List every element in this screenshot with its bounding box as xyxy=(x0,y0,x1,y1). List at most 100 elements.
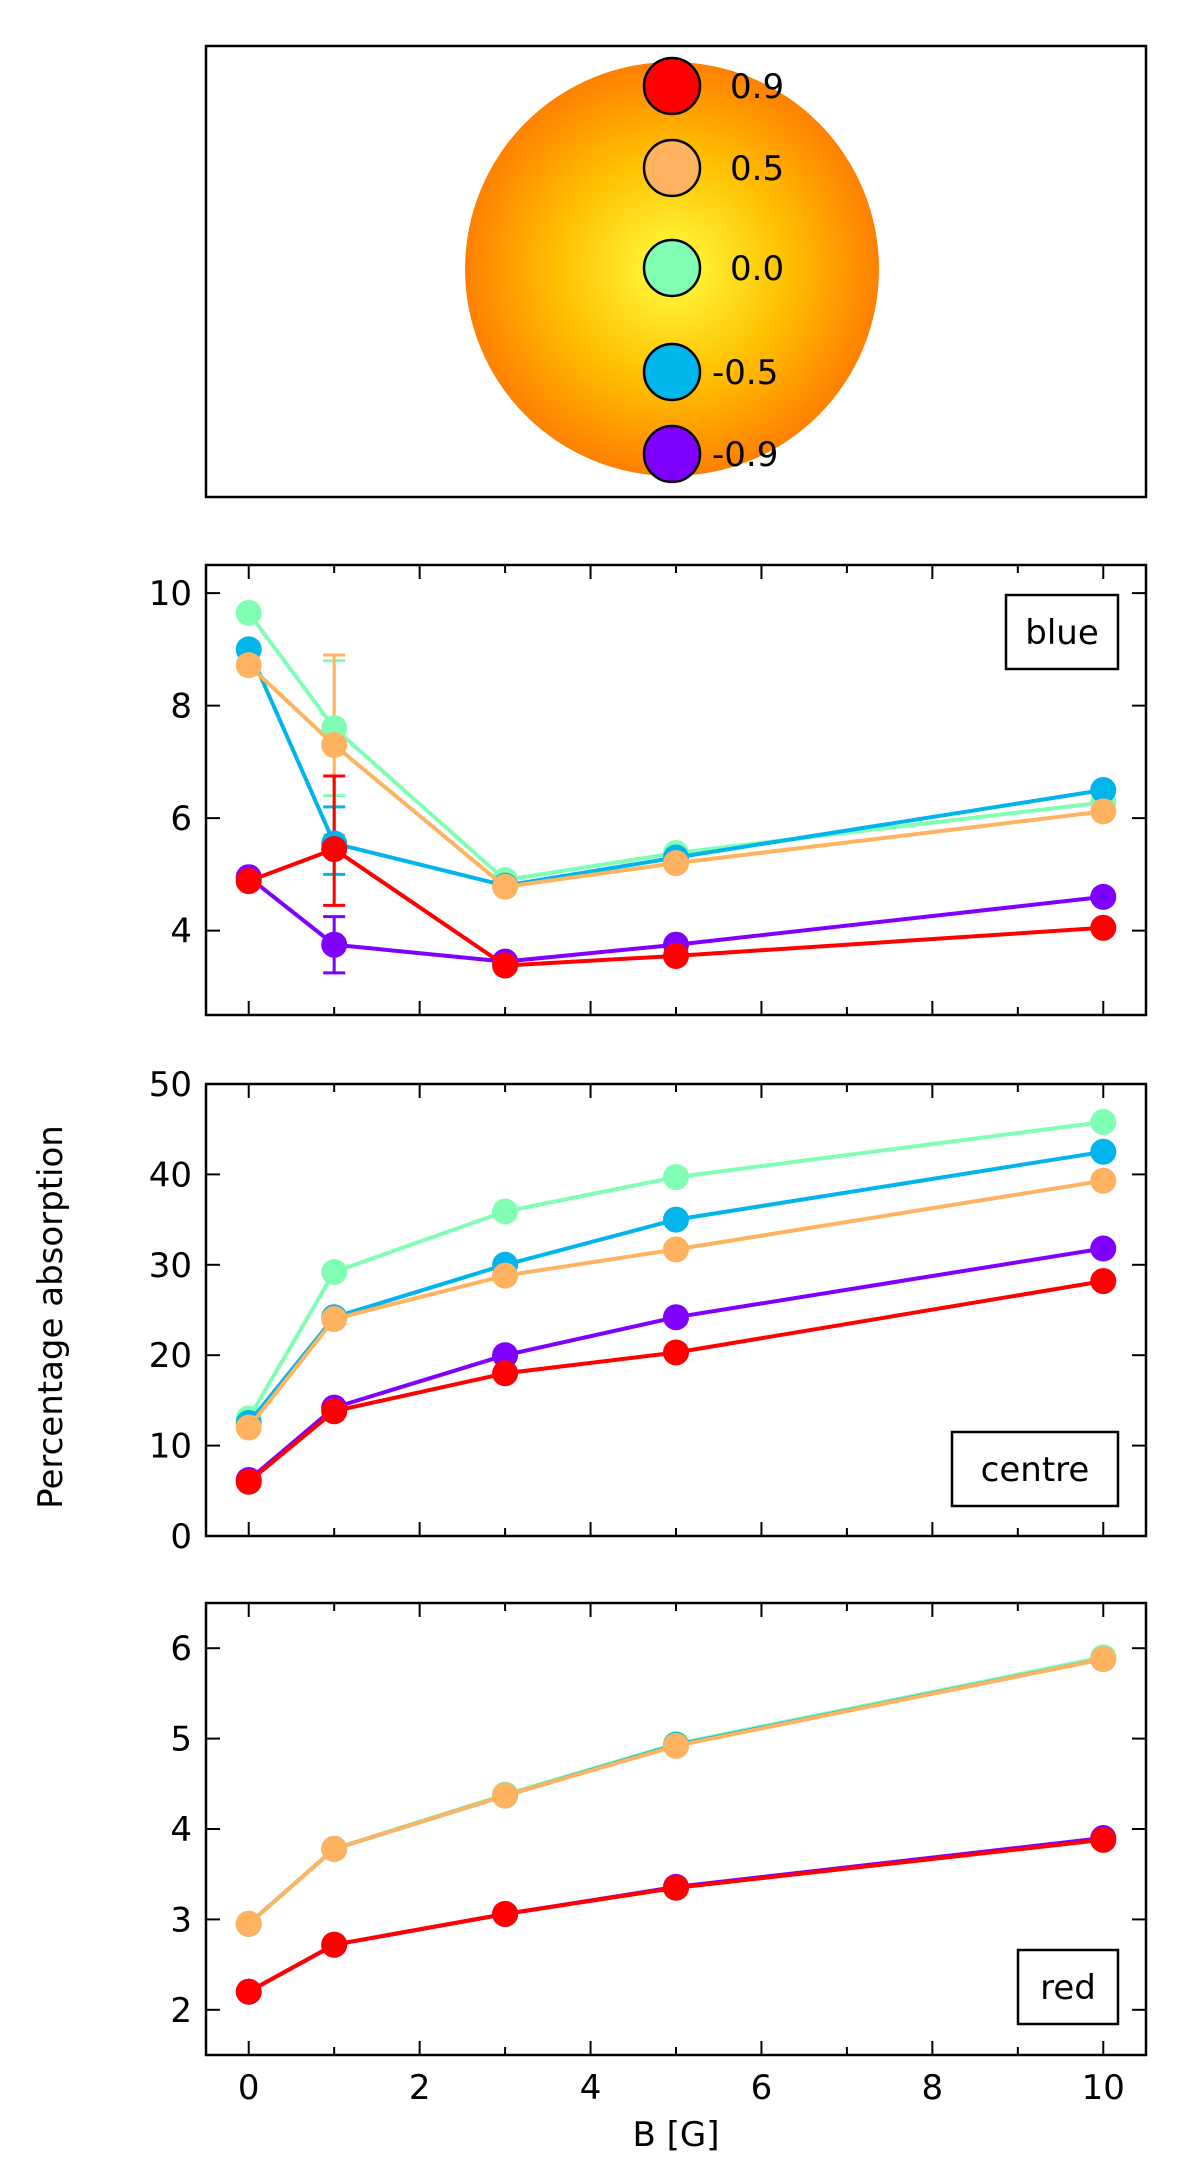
y-tick-label: 4 xyxy=(170,912,192,952)
data-point xyxy=(663,942,689,969)
data-point xyxy=(235,1978,262,2005)
data-point xyxy=(321,1835,348,1862)
y-tick-label: 2 xyxy=(170,1991,192,2031)
panel-label-box xyxy=(1004,593,1120,671)
legend-marker xyxy=(642,238,702,298)
x-tick-label: 0 xyxy=(238,2068,260,2108)
x-tick-label: 4 xyxy=(580,2068,602,2108)
panel-centre: 0 10 20 30 40 50 centre xyxy=(149,1065,1148,1557)
legend-label: -0.5 xyxy=(712,353,778,393)
data-point xyxy=(1090,914,1117,941)
series-0.5 xyxy=(235,1167,1117,1441)
x-tick-label: 8 xyxy=(922,2068,944,2108)
x-tick-label: 2 xyxy=(409,2068,431,2108)
data-point xyxy=(1090,1167,1117,1194)
data-point xyxy=(1090,1826,1117,1853)
legend-marker xyxy=(642,342,702,402)
data-point xyxy=(235,1468,262,1495)
y-tick-label: 40 xyxy=(149,1155,192,1195)
y-tick-label: 3 xyxy=(170,1900,192,1940)
legend-label: 0.5 xyxy=(730,149,784,189)
y-tick-label: 4 xyxy=(170,1810,192,1850)
series-line xyxy=(247,611,1104,882)
series-0.5 xyxy=(235,652,1117,900)
y-tick-label: 20 xyxy=(149,1336,192,1376)
x-tick-label: 10 xyxy=(1082,2068,1125,2108)
series-0.9 xyxy=(235,836,1117,979)
data-point xyxy=(663,1206,689,1233)
data-point xyxy=(663,1164,689,1191)
x-axis-label: B [G] xyxy=(632,2115,719,2155)
legend-item: -0.9 xyxy=(642,424,778,484)
y-tick-label: 8 xyxy=(170,687,192,727)
panel-label-box xyxy=(950,1430,1120,1508)
data-point xyxy=(663,1304,689,1331)
y-axis-label-shared: Percentage absorption xyxy=(31,1125,71,1509)
series-line xyxy=(247,1836,1104,1994)
data-point xyxy=(492,1782,519,1809)
legend-marker xyxy=(642,56,702,116)
legend-label: 0.9 xyxy=(730,67,784,107)
data-point xyxy=(1090,1108,1117,1135)
legend-item: 0.5 xyxy=(642,138,784,198)
legend-item: -0.5 xyxy=(642,342,778,402)
legend-label: 0.0 xyxy=(730,249,784,289)
legend-marker xyxy=(642,424,702,484)
series-0.9 xyxy=(235,1268,1117,1495)
data-point xyxy=(492,873,519,900)
legend-item: 0.9 xyxy=(642,56,784,116)
data-point xyxy=(492,1342,519,1369)
data-point xyxy=(321,732,348,758)
data-point xyxy=(492,1900,519,1927)
series-0.5 xyxy=(235,1646,1117,1937)
legend-frame xyxy=(204,44,1148,499)
data-point xyxy=(663,850,689,877)
panel-blue: 4 6 8 10 blue xyxy=(149,563,1148,1017)
chart-panels: 4 6 8 10 blue 0 10 20 30 40 50 centre 2 3 4 5 6 0 2 4 6 8 10 re… xyxy=(149,563,1148,2108)
data-point xyxy=(1090,1646,1117,1673)
data-point xyxy=(321,836,348,863)
data-point xyxy=(321,1398,348,1425)
series-line xyxy=(247,1149,1104,1425)
data-point xyxy=(492,1198,519,1225)
data-point xyxy=(321,1306,348,1333)
legend-items: 0.9 0.5 0.0 -0.5 -0.9 xyxy=(642,56,784,484)
y-tick-label: 50 xyxy=(149,1065,192,1105)
data-point xyxy=(492,952,519,979)
data-point xyxy=(663,1339,689,1366)
legend-panel: 0.9 0.5 0.0 -0.5 -0.9 xyxy=(204,44,1148,499)
x-tick-label: 6 xyxy=(751,2068,773,2108)
data-point xyxy=(1090,1268,1117,1295)
axes-frame xyxy=(204,1601,1148,2057)
legend-label: -0.9 xyxy=(712,435,778,475)
data-point xyxy=(1090,1235,1117,1262)
panel-label: blue xyxy=(1025,613,1099,653)
data-point xyxy=(1090,883,1117,910)
y-tick-label: 6 xyxy=(170,799,192,839)
data-point xyxy=(663,1732,689,1759)
data-point xyxy=(1090,1138,1117,1165)
panel-label: centre xyxy=(981,1450,1090,1490)
data-point xyxy=(235,868,262,895)
data-point xyxy=(235,599,262,626)
series-0.0 xyxy=(235,1108,1117,1432)
y-tick-label: 5 xyxy=(170,1720,192,1760)
data-point xyxy=(492,1262,519,1289)
series-line xyxy=(247,1837,1104,1994)
data-point xyxy=(663,1236,689,1263)
data-point xyxy=(235,1414,262,1441)
panel-label: red xyxy=(1040,1968,1096,2008)
y-tick-label: 30 xyxy=(149,1246,192,1286)
legend-marker xyxy=(642,138,702,198)
series-0.9 xyxy=(235,1826,1117,2005)
data-point xyxy=(663,1874,689,1901)
y-tick-label: 10 xyxy=(149,574,192,614)
data-point xyxy=(1090,798,1117,825)
data-point xyxy=(235,652,262,679)
panel-red: 2 3 4 5 6 0 2 4 6 8 10 red xyxy=(170,1601,1148,2108)
legend-item: 0.0 xyxy=(642,238,784,298)
data-point xyxy=(1090,777,1117,803)
data-point xyxy=(492,1360,519,1387)
panel-label-box xyxy=(1016,1948,1120,2026)
